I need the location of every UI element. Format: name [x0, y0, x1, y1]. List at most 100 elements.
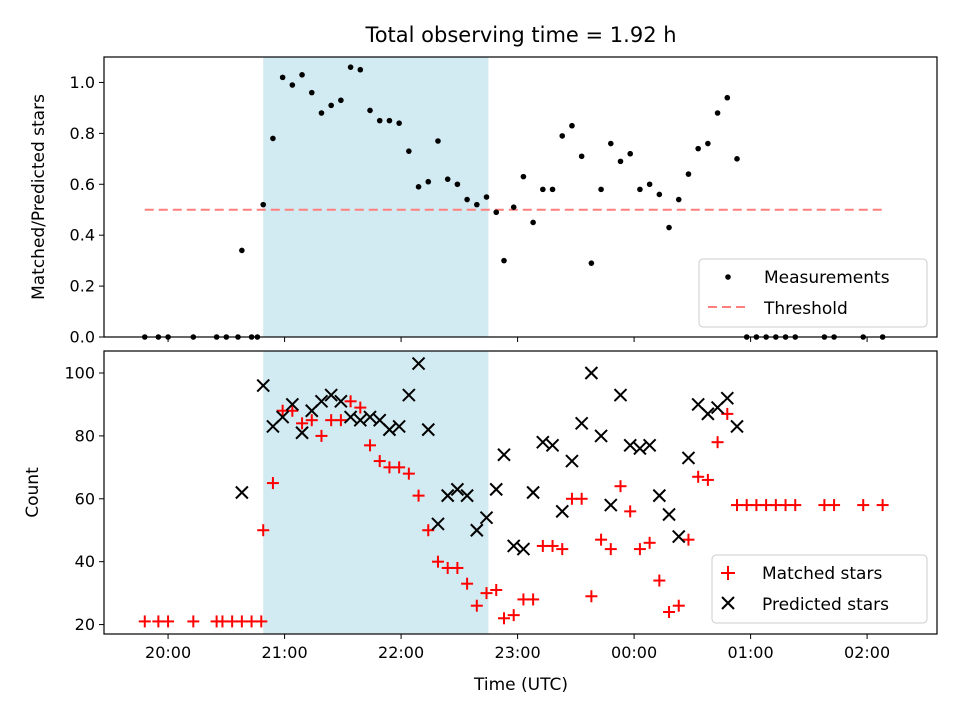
predicted-stars-point — [324, 388, 338, 402]
measurement-point — [347, 64, 354, 70]
x-tick-label: 00:00 — [611, 643, 657, 662]
measurement-point — [425, 178, 432, 185]
predicted-stars-point — [382, 422, 397, 437]
predicted-stars-point — [431, 517, 445, 531]
matched-stars-point — [527, 593, 540, 606]
predicted-stars-point — [334, 394, 348, 409]
measurement-point — [328, 102, 334, 109]
measurement-point — [530, 219, 536, 226]
matched-stars-point — [402, 467, 415, 480]
matched-stars-point — [393, 461, 406, 474]
y-tick-label: 0.2 — [70, 277, 95, 296]
predicted-stars-point — [479, 510, 494, 525]
bottom-legend-box — [711, 554, 928, 624]
measurement-point — [289, 82, 296, 88]
predicted-stars-point — [402, 388, 416, 402]
measurement-point — [260, 201, 267, 208]
measurement-point — [705, 140, 711, 147]
measurement-point — [627, 150, 634, 157]
matched-stars-point — [296, 417, 309, 430]
top-y-axis-label: Matched/Predicted stars — [29, 94, 49, 300]
matched-stars-point — [334, 414, 347, 427]
top-legend: Measurements Threshold — [698, 258, 928, 328]
measurement-point — [549, 186, 556, 193]
measurement-point — [588, 260, 595, 266]
predicted-stars-point — [497, 448, 511, 462]
matched-stars-point — [461, 577, 474, 590]
predicted-stars-point — [235, 485, 249, 500]
chart-title: Total observing time = 1.92 h — [364, 23, 676, 47]
matched-stars-point — [604, 543, 617, 556]
predicted-stars-point — [633, 441, 647, 456]
measurement-point — [415, 184, 422, 190]
predicted-stars-point — [623, 438, 637, 453]
matched-stars-point — [257, 524, 270, 537]
predicted-stars-point — [314, 394, 329, 409]
measurement-point — [464, 196, 470, 203]
measurement-point — [435, 138, 441, 144]
predicted-stars-point — [489, 482, 503, 497]
predicted-stars-point — [652, 488, 667, 503]
matched-stars-point — [643, 536, 656, 549]
measurement-point — [510, 204, 517, 210]
matched-stars-point — [614, 480, 627, 493]
y-tick-label: 0.6 — [70, 175, 95, 194]
measurement-point — [367, 107, 373, 114]
predicted-stars-point — [730, 419, 744, 434]
predicted-stars-point — [536, 435, 550, 449]
predicted-stars-point — [672, 529, 686, 544]
measurement-point — [406, 148, 412, 154]
predicted-stars-point — [613, 388, 628, 402]
y-tick-label: 0.8 — [70, 124, 95, 143]
measurement-point — [617, 158, 624, 165]
matched-stars-point — [315, 429, 328, 442]
y-tick-label: 0.4 — [70, 226, 95, 245]
y-tick-label: 40 — [75, 552, 95, 571]
measurement-point — [444, 176, 451, 182]
matched-stars-point — [431, 555, 444, 568]
y-tick-label: 80 — [75, 426, 95, 445]
matched-stars-point — [682, 533, 695, 546]
bottom-axis-ticks: 20 40 60 80 100 20:00 21:00 22:00 23:00 00:00 01:0… — [64, 364, 890, 662]
measurement-point — [607, 140, 614, 147]
threshold-legend-label: Threshold — [763, 299, 848, 319]
predicted-stars-legend-label: Predicted stars — [762, 595, 889, 615]
measurement-point — [520, 173, 527, 180]
measurement-point — [239, 247, 245, 254]
matched-stars-point — [663, 605, 676, 618]
predicted-stars-point — [594, 429, 608, 443]
matched-stars-point — [470, 599, 483, 612]
matched-stars-point — [546, 539, 559, 552]
predicted-stars-point — [701, 407, 715, 421]
matched-stars-point — [507, 609, 520, 622]
bottom-y-axis-label: Count — [23, 467, 43, 518]
predicted-stars-point — [256, 378, 270, 393]
matched-stars-legend-marker — [721, 566, 735, 580]
predicted-stars-point — [392, 419, 406, 434]
predicted-stars-point — [516, 542, 531, 556]
bottom-legend: Matched stars Predicted stars — [711, 554, 928, 624]
measurement-point — [559, 133, 566, 139]
matched-stars-point — [828, 499, 841, 512]
measurement-point — [396, 120, 402, 126]
measurement-point — [656, 191, 663, 198]
predicted-stars-point — [460, 488, 474, 503]
measurement-point — [675, 196, 682, 203]
y-tick-label: 100 — [64, 364, 95, 383]
matched-stars-point — [412, 489, 425, 502]
measurement-point — [666, 224, 672, 231]
measurement-point — [493, 209, 500, 216]
measurement-point — [578, 153, 585, 160]
matched-stars-point — [857, 499, 870, 512]
measurement-point — [299, 72, 305, 78]
matched-stars-point — [575, 492, 588, 505]
predicted-stars-point — [565, 454, 579, 468]
measurement-point — [338, 97, 344, 104]
measurement-point — [695, 145, 701, 152]
y-tick-label: 1.0 — [70, 73, 95, 92]
matched-stars-point — [789, 499, 802, 512]
predicted-stars-point — [450, 482, 465, 497]
matched-stars-point — [585, 590, 598, 603]
matched-stars-point — [354, 401, 367, 414]
